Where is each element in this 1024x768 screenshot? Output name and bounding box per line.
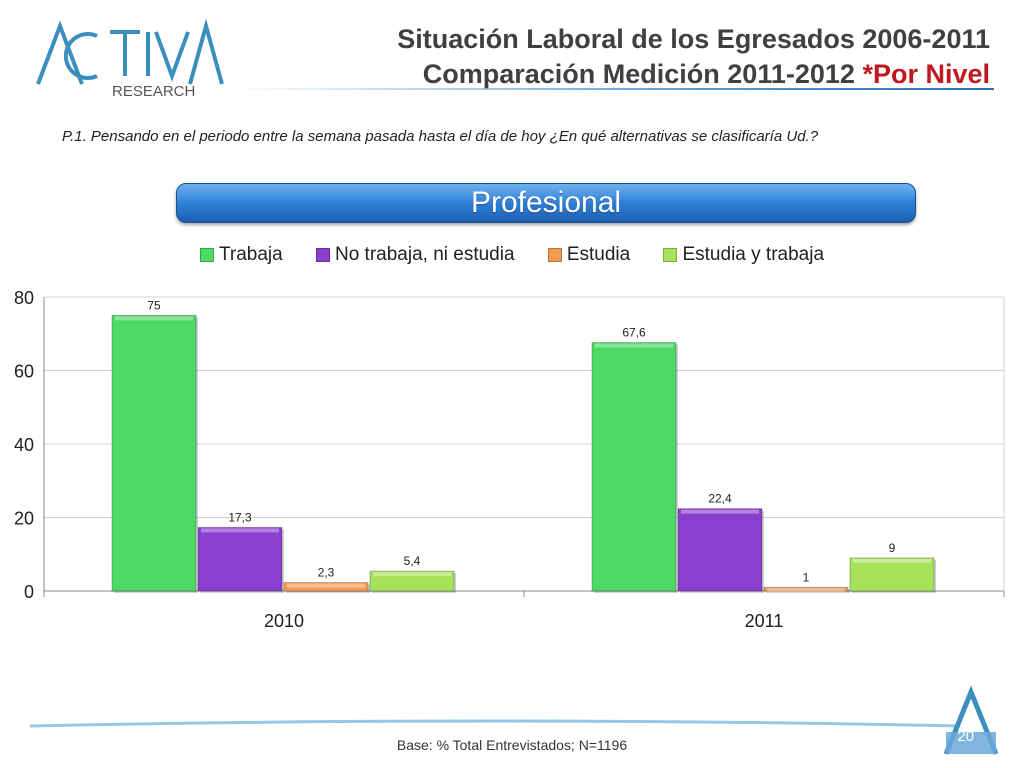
title-line-1: Situación Laboral de los Egresados 2006-… [397, 24, 990, 54]
bar-highlight [201, 528, 279, 533]
y-tick-label: 0 [24, 582, 34, 602]
y-tick-label: 60 [14, 362, 34, 382]
bar-highlight [287, 583, 365, 588]
corner-logo [943, 685, 999, 755]
data-label: 67,6 [622, 326, 646, 340]
title-line-2-main: Comparación Medición 2011-2012 [422, 59, 863, 89]
y-tick-label: 80 [14, 288, 34, 308]
title-divider [232, 88, 994, 90]
page-title: Situación Laboral de los Egresados 2006-… [290, 22, 990, 92]
title-line-2: Comparación Medición 2011-2012 *Por Nive… [290, 57, 990, 92]
bar [111, 314, 197, 592]
data-label: 75 [147, 298, 161, 312]
base-note: Base: % Total Entrevistados; N=1196 [396, 737, 628, 753]
legend-item-estudia: Estudia [547, 244, 630, 266]
bar-highlight [595, 343, 673, 348]
bar [369, 570, 455, 592]
title-line-2-accent: *Por Nivel [862, 59, 990, 89]
logo-subtext: RESEARCH [112, 83, 195, 100]
bar-highlight [681, 509, 759, 514]
bar-shadow [766, 589, 850, 593]
chart-legend: Trabaja No trabaja, ni estudia Estudia E… [0, 244, 1024, 266]
y-tick-label: 40 [14, 435, 34, 455]
bar [763, 586, 849, 592]
legend-item-no-trabaja: No trabaja, ni estudia [315, 244, 515, 266]
bar [197, 526, 283, 592]
x-tick-label: 2011 [745, 611, 784, 631]
segment-banner: Profesional [176, 183, 916, 223]
data-label: 9 [889, 541, 896, 555]
legend-item-trabaja: Trabaja [199, 244, 283, 266]
bar [849, 557, 935, 592]
bar [283, 582, 369, 592]
bar [677, 508, 763, 592]
page-number: 20 [957, 728, 974, 745]
bar [591, 342, 677, 592]
legend-swatch [547, 247, 562, 262]
data-label: 22,4 [708, 492, 732, 506]
data-label: 17,3 [228, 510, 252, 524]
legend-swatch [199, 247, 214, 262]
legend-item-estudia-y-trabaja: Estudia y trabaja [663, 244, 824, 266]
question-text: P.1. Pensando en el periodo entre la sem… [62, 128, 819, 145]
segment-banner-label: Profesional [470, 186, 622, 219]
activa-research-logo: RESEARCH [36, 18, 224, 100]
bar-highlight [853, 558, 931, 563]
data-label: 1 [803, 570, 810, 584]
x-tick-label: 2010 [264, 611, 304, 631]
data-label: 2,3 [318, 566, 335, 580]
data-label: 5,4 [404, 554, 421, 568]
bar-highlight [373, 572, 451, 577]
legend-swatch [663, 247, 678, 262]
bar-highlight [767, 588, 845, 592]
legend-swatch [315, 247, 330, 262]
y-tick-label: 20 [14, 509, 34, 529]
bar-highlight [115, 316, 193, 321]
footer-swoosh [30, 719, 960, 728]
bar-chart: 0 20 40 60 80 75 17,3 2,3 5,4 2010 67,6 22,4 1 9 2011 [14, 288, 1005, 631]
